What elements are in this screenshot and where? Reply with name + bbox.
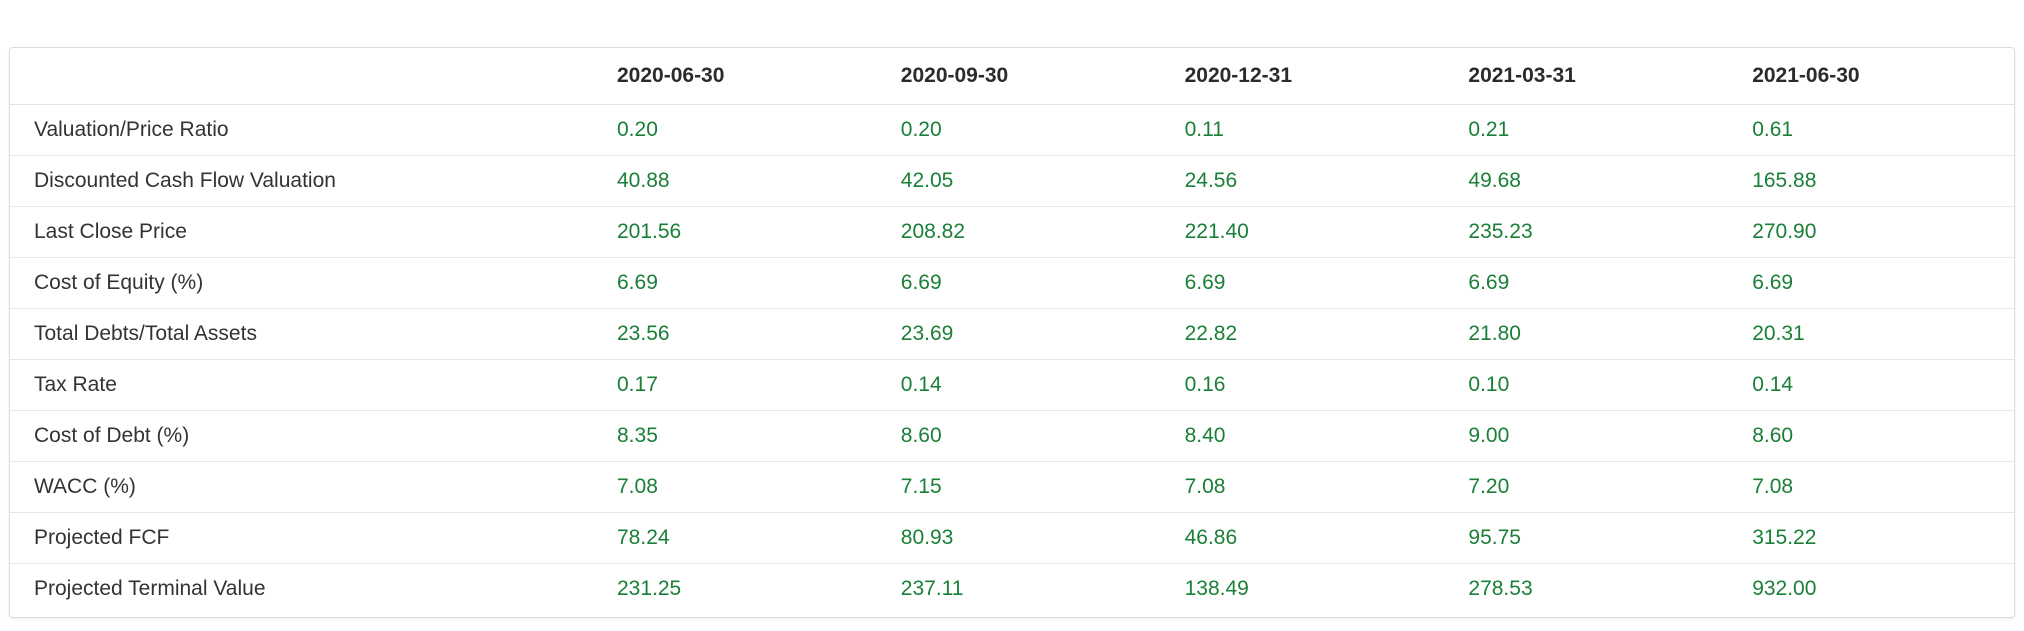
row-label: Cost of Debt (%): [10, 410, 617, 462]
table-row: Cost of Debt (%) 8.35 8.60 8.40 9.00 8.6…: [10, 410, 2014, 462]
header-cell-date: 2020-09-30: [900, 48, 1185, 105]
row-value: 932.00: [1752, 577, 1817, 600]
row-value: 0.20: [617, 104, 901, 156]
row-value: 208.82: [900, 206, 1185, 258]
row-label: Projected Terminal Value: [34, 577, 266, 600]
valuation-table: 2020-06-30 2020-09-30 2020-12-31 2021-03…: [10, 48, 2014, 615]
row-value: 138.49: [1184, 577, 1249, 600]
row-value: 7.08: [1752, 461, 2014, 513]
row-value: 95.75: [1468, 512, 1753, 564]
header-cell-date: 2021-06-30: [1752, 48, 2014, 105]
row-value: 8.40: [1184, 410, 1469, 462]
row-value: 23.69: [900, 308, 1185, 360]
row-value: 9.00: [1468, 410, 1753, 462]
row-value: 8.35: [617, 410, 901, 462]
table-row: Last Close Price 201.56 208.82 221.40 23…: [10, 206, 2014, 258]
row-value: 7.08: [617, 461, 901, 513]
row-value: 237.11: [900, 577, 964, 600]
row-value: 42.05: [900, 155, 1185, 207]
row-value: 0.10: [1468, 359, 1753, 411]
row-label: Total Debts/Total Assets: [10, 308, 617, 360]
row-value: 278.53: [1468, 577, 1533, 600]
row-value: 221.40: [1184, 206, 1469, 258]
row-value: 8.60: [900, 410, 1185, 462]
row-value: 6.69: [1752, 257, 2014, 309]
row-value: 40.88: [617, 155, 901, 207]
row-label: Cost of Equity (%): [10, 257, 617, 309]
table-row: WACC (%) 7.08 7.15 7.08 7.20 7.08: [10, 461, 2014, 513]
row-value: 80.93: [900, 512, 1185, 564]
row-value: 20.31: [1752, 308, 2014, 360]
row-value: 0.14: [900, 359, 1185, 411]
row-value: 8.60: [1752, 410, 2014, 462]
table-row: Valuation/Price Ratio 0.20 0.20 0.11 0.2…: [10, 104, 2014, 156]
row-value: 23.56: [617, 308, 901, 360]
row-label: Valuation/Price Ratio: [10, 104, 617, 156]
header-cell-date: 2021-03-31: [1468, 48, 1753, 105]
row-label: WACC (%): [10, 461, 617, 513]
row-value: 7.15: [900, 461, 1185, 513]
row-value: 21.80: [1468, 308, 1753, 360]
row-label: Last Close Price: [10, 206, 617, 258]
row-value: 315.22: [1752, 512, 2014, 564]
row-value: 6.69: [617, 257, 901, 309]
row-value: 0.17: [617, 359, 901, 411]
row-value: 0.21: [1468, 104, 1753, 156]
header-cell-date: 2020-06-30: [617, 48, 901, 105]
row-label: Tax Rate: [10, 359, 617, 411]
row-value: 235.23: [1468, 206, 1753, 258]
header-cell-date: 2020-12-31: [1184, 48, 1469, 105]
header-cell-metric: [10, 48, 617, 105]
table-row: Projected Terminal Value 231.25 237.11 1…: [10, 564, 2014, 615]
row-value: 49.68: [1468, 155, 1753, 207]
table-row: Tax Rate 0.17 0.14 0.16 0.10 0.14: [10, 359, 2014, 411]
row-value: 6.69: [1184, 257, 1469, 309]
row-value: 270.90: [1752, 206, 2014, 258]
row-value: 0.16: [1184, 359, 1469, 411]
table-row: Total Debts/Total Assets 23.56 23.69 22.…: [10, 308, 2014, 360]
table-row: Discounted Cash Flow Valuation 40.88 42.…: [10, 155, 2014, 207]
table-row: Projected FCF 78.24 80.93 46.86 95.75 31…: [10, 512, 2014, 564]
row-value: 6.69: [900, 257, 1185, 309]
row-value: 165.88: [1752, 155, 2014, 207]
row-value: 24.56: [1184, 155, 1469, 207]
table-row: Cost of Equity (%) 6.69 6.69 6.69 6.69 6…: [10, 257, 2014, 309]
row-value: 46.86: [1184, 512, 1469, 564]
table-header-row: 2020-06-30 2020-09-30 2020-12-31 2021-03…: [10, 48, 2014, 105]
row-label: Projected FCF: [10, 512, 617, 564]
row-value: 231.25: [617, 577, 682, 600]
row-value: 0.20: [900, 104, 1185, 156]
row-value: 6.69: [1468, 257, 1753, 309]
row-label: Discounted Cash Flow Valuation: [10, 155, 617, 207]
row-value: 78.24: [617, 512, 901, 564]
row-value: 0.11: [1184, 104, 1469, 156]
valuation-table-card: 2020-06-30 2020-09-30 2020-12-31 2021-03…: [9, 47, 2015, 618]
row-value: 0.14: [1752, 359, 2014, 411]
row-value: 7.08: [1184, 461, 1469, 513]
row-value: 7.20: [1468, 461, 1753, 513]
row-value: 22.82: [1184, 308, 1469, 360]
row-value: 201.56: [617, 206, 901, 258]
row-value: 0.61: [1752, 104, 2014, 156]
